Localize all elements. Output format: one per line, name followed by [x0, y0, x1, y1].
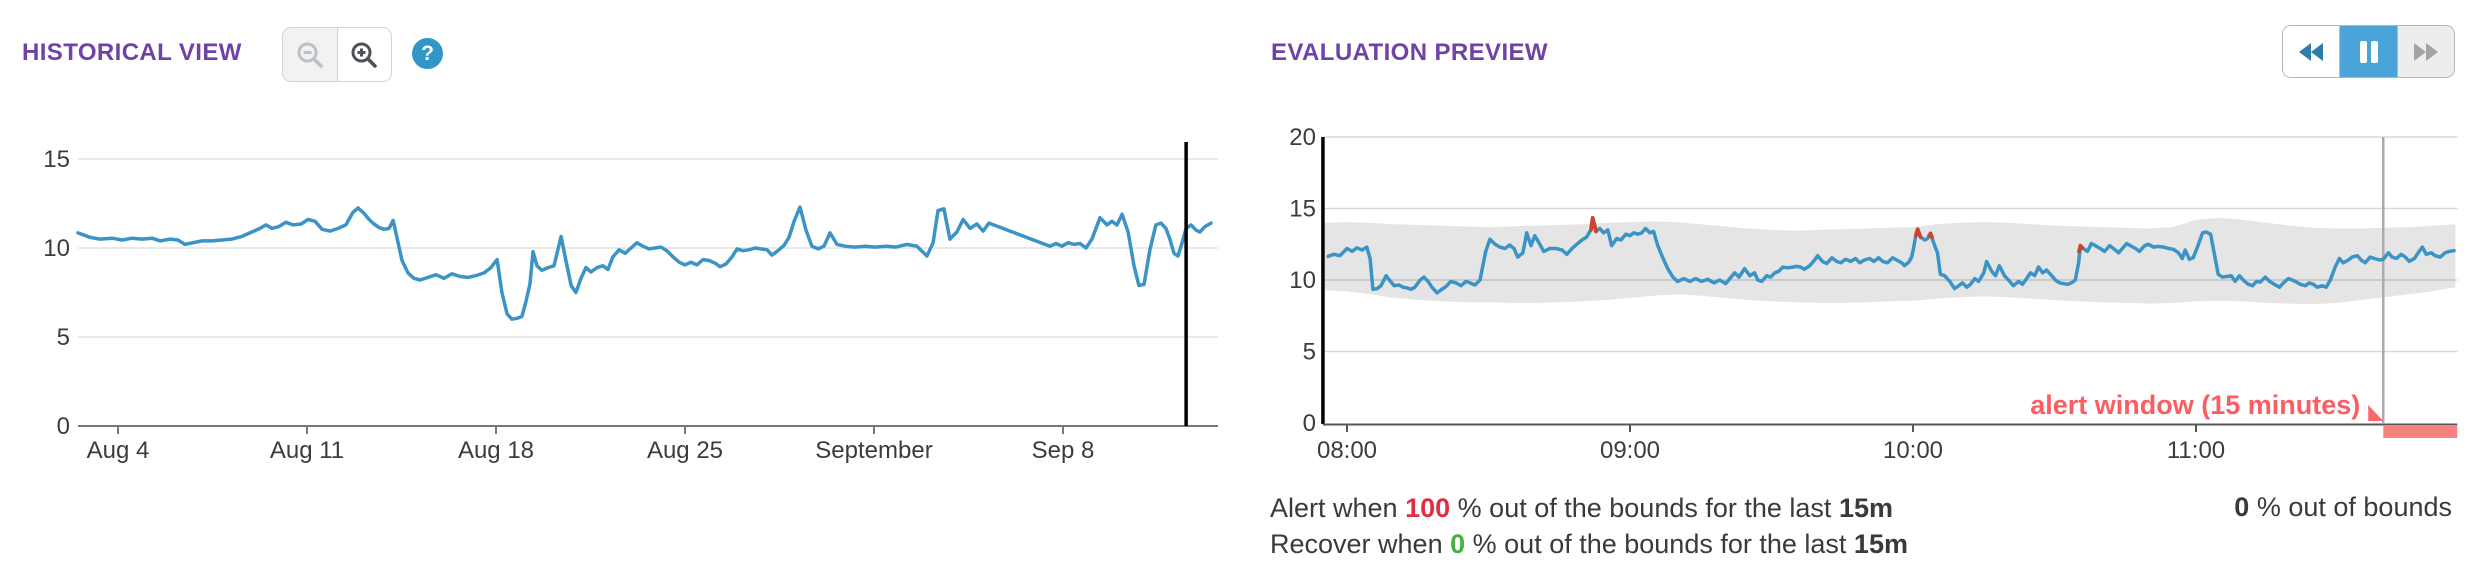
rewind-icon	[2299, 42, 2323, 61]
svg-text:Aug 4: Aug 4	[87, 437, 150, 464]
svg-text:Aug 11: Aug 11	[270, 437, 344, 464]
svg-text:10: 10	[1289, 267, 1316, 294]
recover-rule-middle: % out of the bounds for the last	[1472, 529, 1847, 559]
evaluation-rules: Alert when 100 % out of the bounds for t…	[1270, 490, 1908, 562]
fast-forward-button[interactable]	[2397, 26, 2454, 77]
evaluation-preview-title: EVALUATION PREVIEW	[1271, 39, 1548, 66]
playback-controls	[2282, 25, 2455, 78]
alert-rule-line: Alert when 100 % out of the bounds for t…	[1270, 490, 1908, 526]
pause-button[interactable]	[2340, 26, 2397, 77]
zoom-button-group	[282, 27, 392, 82]
svg-text:September: September	[815, 437, 932, 464]
svg-text:10:00: 10:00	[1883, 437, 1943, 464]
recover-threshold-value: 0	[1450, 529, 1466, 559]
svg-text:09:00: 09:00	[1600, 437, 1660, 464]
svg-text:0: 0	[57, 413, 70, 440]
help-button[interactable]: ?	[412, 38, 443, 69]
pause-icon	[2359, 40, 2378, 63]
recover-rule-window: 15m	[1853, 529, 1908, 559]
svg-text:11:00: 11:00	[2167, 437, 2225, 464]
svg-text:5: 5	[57, 324, 70, 351]
recover-rule-prefix: Recover when	[1270, 529, 1443, 559]
historical-chart[interactable]: Aug 4 Aug 11 Aug 18 Aug 25 September Sep 8 0 5 1…	[0, 80, 1230, 486]
evaluation-chart[interactable]: 08:00 09:00 10:00 11:00 0 5 10 15 20 alert window…	[1275, 80, 2492, 486]
fast-forward-icon	[2414, 42, 2438, 61]
out-of-bounds-status: 0 % out of bounds	[2234, 492, 2452, 523]
out-of-bounds-label: % out of bounds	[2256, 492, 2452, 522]
alert-threshold-value: 100	[1405, 493, 1451, 523]
zoom-out-button[interactable]	[283, 28, 338, 81]
svg-text:Aug 18: Aug 18	[458, 437, 534, 464]
question-mark-icon: ?	[421, 42, 434, 65]
magnifier-minus-icon	[297, 42, 323, 68]
svg-text:08:00: 08:00	[1317, 437, 1377, 464]
historical-view-title: HISTORICAL VIEW	[22, 39, 242, 66]
svg-text:Aug 25: Aug 25	[647, 437, 723, 464]
zoom-in-button[interactable]	[337, 28, 391, 81]
out-of-bounds-value: 0	[2234, 492, 2250, 522]
svg-text:0: 0	[1303, 410, 1316, 437]
svg-text:15: 15	[43, 146, 70, 173]
alert-rule-window: 15m	[1838, 493, 1893, 523]
alert-rule-middle: % out of the bounds for the last	[1457, 493, 1832, 523]
svg-text:10: 10	[43, 235, 70, 262]
rewind-button[interactable]	[2283, 26, 2340, 77]
svg-text:Sep 8: Sep 8	[1032, 437, 1095, 464]
alert-rule-prefix: Alert when	[1270, 493, 1398, 523]
svg-text:20: 20	[1289, 124, 1316, 151]
svg-text:5: 5	[1303, 339, 1316, 366]
svg-text:alert window (15 minutes): alert window (15 minutes)	[2030, 390, 2360, 420]
svg-text:15: 15	[1289, 196, 1316, 223]
magnifier-plus-icon	[351, 42, 378, 68]
recover-rule-line: Recover when 0 % out of the bounds for t…	[1270, 526, 1908, 562]
